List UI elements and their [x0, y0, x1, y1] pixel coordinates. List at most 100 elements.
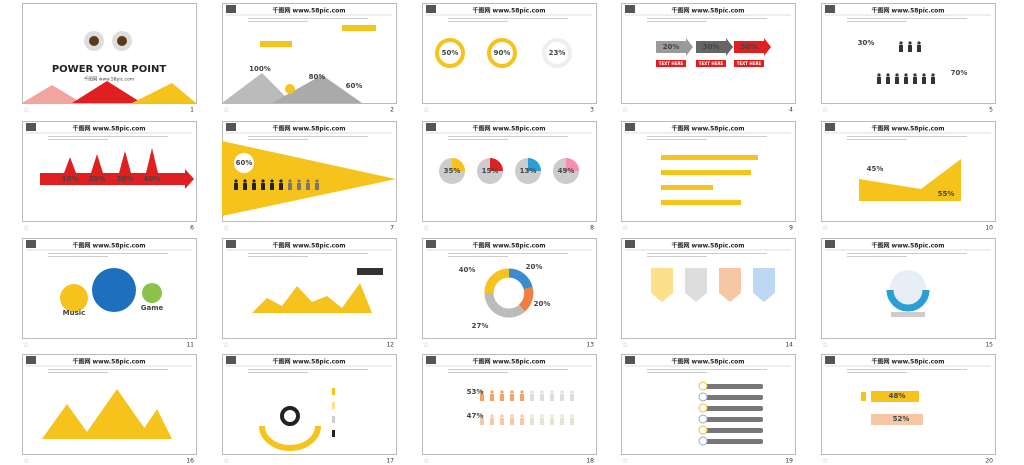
slide-thumbnail[interactable]: 千图网 www.58pic.com 60% [222, 121, 397, 222]
slide-thumbnail[interactable]: 千图网 www.58pic.com 30% 70% [821, 3, 996, 104]
tag [426, 240, 436, 248]
shape [877, 73, 881, 77]
shape [490, 394, 494, 401]
shape [570, 418, 574, 425]
tag [625, 123, 635, 131]
body-text [48, 369, 168, 370]
shape [261, 179, 265, 183]
slide-header: 千图网 www.58pic.com [472, 125, 545, 133]
shape [528, 158, 541, 171]
star-icon: ☆ [423, 106, 429, 114]
body-text [448, 21, 508, 22]
star-icon: ☆ [822, 457, 828, 465]
shape [510, 418, 514, 425]
shape [520, 414, 524, 418]
slide-label: 15% [482, 167, 499, 175]
shape [500, 394, 504, 401]
slide-thumbnail[interactable]: 千图网 www.58pic.com [621, 354, 796, 455]
shape [500, 390, 504, 394]
slide-thumbnail[interactable]: 千图网 www.58pic.com 53% 47% [422, 354, 597, 455]
slide-header: 千图网 www.58pic.com [472, 242, 545, 250]
slide-number: 11 [186, 342, 194, 349]
shape [890, 270, 926, 306]
slide-header: 千图网 www.58pic.com [871, 125, 944, 133]
slide-thumbnail[interactable]: 千图网 www.58pic.com 50% 90% 23% [422, 3, 597, 104]
shape [288, 183, 292, 190]
slide-thumbnail[interactable]: 千图网 www.58pic.com 40% 20% 20% 27% [422, 238, 597, 339]
shape [520, 390, 524, 394]
star-icon: ☆ [423, 457, 429, 465]
slide-thumbnail[interactable]: 千图网 www.58pic.com 48% 52% [821, 354, 996, 455]
slide-thumbnail[interactable]: 千图网 www.58pic.com 45% 55% [821, 121, 996, 222]
shape [146, 148, 158, 173]
shape [908, 45, 912, 52]
body-text [448, 18, 568, 19]
slide-thumbnail[interactable]: 千图网 www.58pic.com [222, 238, 397, 339]
shape [899, 45, 903, 52]
star-icon: ☆ [622, 106, 628, 114]
star-icon: ☆ [23, 341, 29, 349]
slide-label: 40% [144, 175, 161, 183]
shape [656, 41, 686, 53]
slide-frame [22, 121, 197, 222]
body-text [248, 136, 368, 137]
tag [426, 356, 436, 364]
shape [540, 418, 544, 425]
slide-thumbnail[interactable]: 千图网 www.58pic.com [621, 238, 796, 339]
shape [913, 73, 917, 77]
shape [487, 38, 517, 68]
shape [560, 394, 564, 401]
shape [332, 402, 335, 409]
shape [530, 418, 534, 425]
body-text [847, 253, 967, 254]
shape [64, 157, 76, 173]
shape [570, 390, 574, 394]
slide-thumbnail[interactable]: 千图网 www.58pic.com Music Shopping Game [22, 238, 197, 339]
shape [342, 25, 376, 31]
shape [234, 179, 238, 183]
tag [625, 356, 635, 364]
shape [560, 418, 564, 425]
shape [288, 179, 292, 183]
slide-label: 55% [938, 190, 955, 198]
slide-header: 千图网 www.58pic.com [272, 7, 345, 15]
shape [560, 414, 564, 418]
shape [703, 406, 763, 411]
shape [357, 268, 383, 275]
shape [243, 183, 247, 190]
slide-label: 52% [893, 415, 910, 423]
slide-label: 35% [444, 167, 461, 175]
shape [297, 179, 301, 183]
slide-thumbnail[interactable]: 千图网 www.58pic.com 20% 30% 50% TEXT HERE TEXT … [621, 3, 796, 104]
shape [904, 77, 908, 84]
slide-header: 千图网 www.58pic.com [871, 242, 944, 250]
slide-thumbnail[interactable]: 千图网 www.58pic.com [821, 238, 996, 339]
shape [661, 155, 758, 160]
shape [117, 36, 127, 46]
slide-frame [621, 3, 796, 104]
body-text [248, 369, 368, 370]
slide-label: 49% [558, 167, 575, 175]
shape [252, 183, 256, 190]
slide-thumbnail[interactable]: 千图网 www.58pic.com [222, 354, 397, 455]
shape [719, 268, 741, 302]
slide-number: 1 [190, 107, 194, 114]
body-text [448, 256, 508, 257]
body-text [647, 18, 767, 19]
slide-thumbnail[interactable]: 千图网 www.58pic.com [22, 354, 197, 455]
shape [252, 179, 256, 183]
slide-thumbnail[interactable]: 千图网 www.58pic.com [621, 121, 796, 222]
slide-thumbnail[interactable]: 千图网 www.58pic.com 10% 20% 30% 40% [22, 121, 197, 222]
shape [734, 41, 764, 53]
slide-thumbnail[interactable]: 千图网 www.58pic.com 100% 80% 60% [222, 3, 397, 104]
slide-header: 千图网 www.58pic.com [671, 358, 744, 366]
shape [899, 41, 903, 45]
slide-thumbnail[interactable]: 千图网 www.58pic.com 35% 15% 13% 49% [422, 121, 597, 222]
star-icon: ☆ [23, 224, 29, 232]
shape [917, 41, 921, 45]
shape [260, 41, 292, 47]
body-text [448, 253, 568, 254]
tag [625, 5, 635, 13]
slide-frame [821, 354, 996, 455]
